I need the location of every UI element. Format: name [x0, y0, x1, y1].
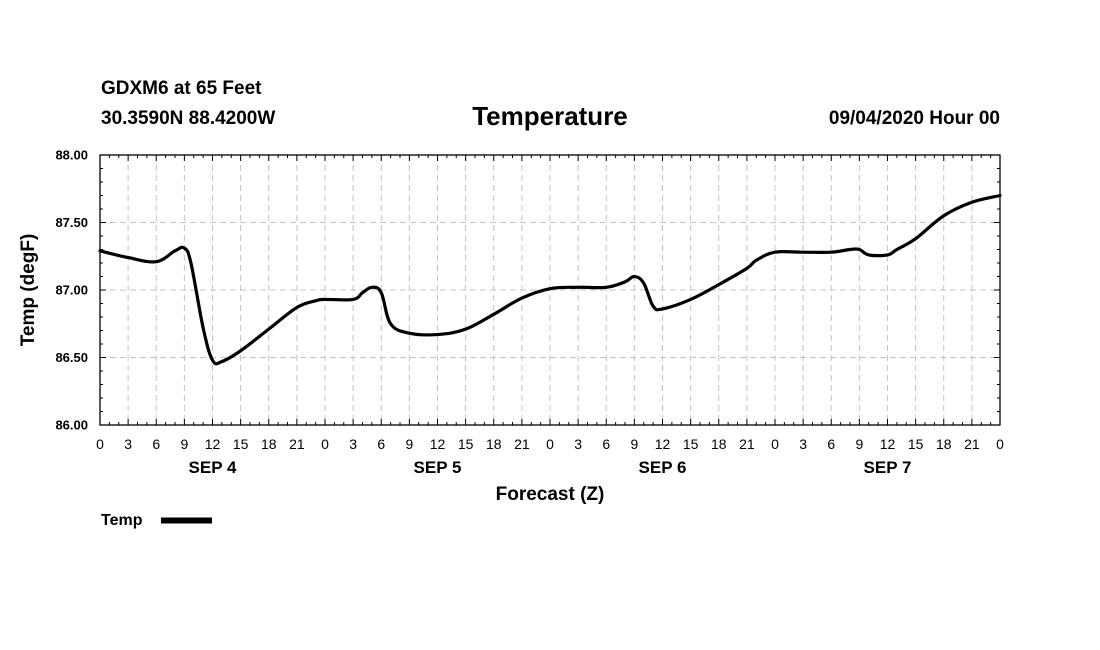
temp-series-line — [98, 193, 1002, 366]
y-tick-label: 86.50 — [55, 350, 88, 365]
chart-title: Temperature — [472, 101, 628, 131]
x-tick-label: 21 — [964, 436, 980, 452]
axis-ticks — [99, 154, 1001, 426]
x-tick-label: 12 — [655, 436, 671, 452]
y-tick-label: 86.00 — [55, 418, 88, 433]
x-tick-label: 3 — [124, 436, 132, 452]
x-tick-label: 21 — [514, 436, 530, 452]
day-label: SEP 7 — [864, 458, 912, 477]
legend-label: Temp — [101, 512, 143, 529]
y-tick-label: 87.50 — [55, 215, 88, 230]
x-tick-label: 18 — [486, 436, 502, 452]
day-label: SEP 4 — [189, 458, 237, 477]
x-axis-label: Forecast (Z) — [496, 484, 605, 505]
x-tick-label: 0 — [771, 436, 779, 452]
x-tick-label: 15 — [458, 436, 474, 452]
y-axis-label: Temp (degF) — [18, 234, 39, 347]
x-tick-label: 6 — [152, 436, 160, 452]
x-tick-label: 18 — [936, 436, 952, 452]
x-tick-label: 18 — [261, 436, 277, 452]
series-group — [98, 193, 1002, 366]
gridlines — [100, 155, 1000, 425]
x-tick-label: 6 — [602, 436, 610, 452]
x-tick-label: 3 — [574, 436, 582, 452]
x-tick-label: 15 — [233, 436, 249, 452]
x-tick-label: 12 — [880, 436, 896, 452]
x-tick-label: 15 — [908, 436, 924, 452]
x-tick-label: 6 — [377, 436, 385, 452]
x-tick-label: 0 — [321, 436, 329, 452]
x-tick-label: 21 — [289, 436, 305, 452]
x-tick-label: 18 — [711, 436, 727, 452]
y-tick-label: 88.00 — [55, 148, 88, 163]
x-tick-label: 0 — [546, 436, 554, 452]
issue-time-label: 09/04/2020 Hour 00 — [829, 108, 1000, 129]
x-tick-label: 9 — [855, 436, 863, 452]
x-tick-label: 3 — [349, 436, 357, 452]
x-tick-labels: 0 3 6 9 12 15 18 21 0 3 6 9 12 15 18 21 0 3 6 9 12 15 18 21 0 3 6 9… — [96, 436, 1004, 452]
x-tick-label: 15 — [683, 436, 699, 452]
y-tick-labels: 88.00 87.50 87.00 86.50 86.00 — [55, 148, 88, 433]
x-tick-label: 12 — [430, 436, 446, 452]
x-tick-label: 3 — [799, 436, 807, 452]
y-tick-label: 87.00 — [55, 283, 88, 298]
x-tick-label: 9 — [630, 436, 638, 452]
x-tick-label: 9 — [180, 436, 188, 452]
x-tick-label: 9 — [405, 436, 413, 452]
x-tick-label: 0 — [96, 436, 104, 452]
x-tick-label: 0 — [996, 436, 1004, 452]
x-tick-label: 21 — [739, 436, 755, 452]
x-tick-label: 12 — [205, 436, 221, 452]
day-label: SEP 5 — [414, 458, 462, 477]
x-tick-label: 6 — [827, 436, 835, 452]
day-labels: SEP 4 SEP 5 SEP 6 SEP 7 — [189, 458, 912, 477]
coordinates-label: 30.3590N 88.4200W — [101, 108, 275, 129]
station-label: GDXM6 at 65 Feet — [101, 78, 262, 99]
day-label: SEP 6 — [639, 458, 687, 477]
